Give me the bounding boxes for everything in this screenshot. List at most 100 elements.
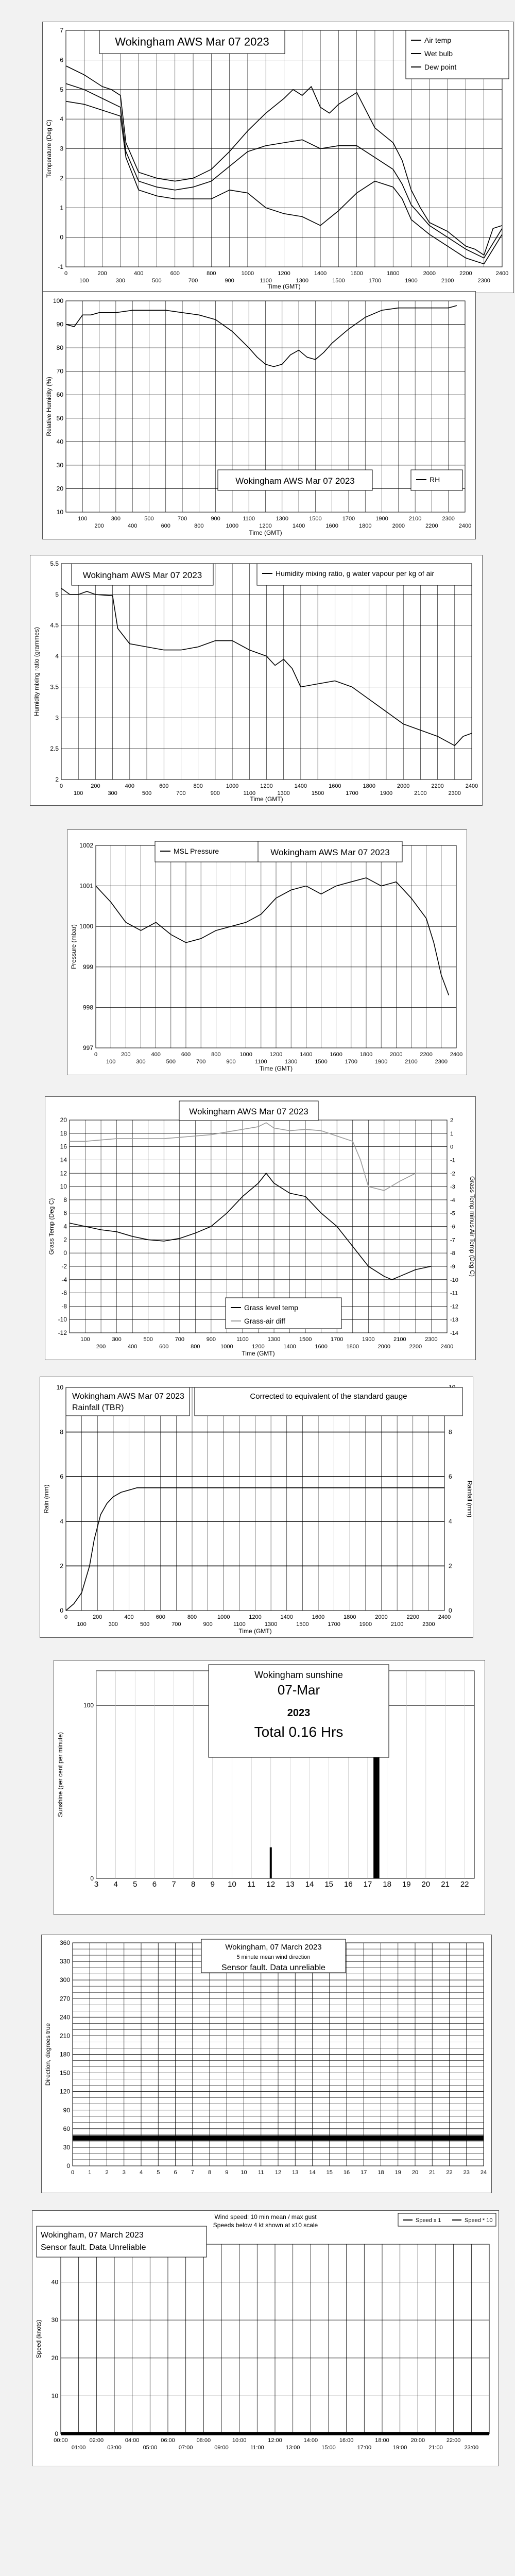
x-tick-label: 03:00: [107, 2445, 122, 2451]
x-tick-label: 1600: [315, 1344, 327, 1350]
x-tick-label: 2100: [393, 1336, 406, 1343]
y-axis-label: Grass Temp (Deg C): [48, 1198, 55, 1255]
x-tick-label: 0: [64, 1614, 67, 1620]
x-tick-label: 2400: [496, 270, 508, 277]
x-tick-label: 1900: [375, 1059, 387, 1065]
y-tick-label: 360: [60, 1939, 70, 1946]
x-tick-label: 10: [228, 1880, 236, 1889]
x-tick-label: 7: [171, 1880, 176, 1889]
y-tick-label: 100: [53, 297, 63, 304]
x-tick-label: 17: [364, 1880, 372, 1889]
x-tick-label: 200: [96, 1344, 106, 1350]
y-axis-label: Relative Humidity (%): [45, 377, 53, 436]
x-tick-label: 2200: [431, 783, 443, 789]
x-tick-label: 1700: [345, 1059, 357, 1065]
chart-year: 2023: [287, 1707, 311, 1719]
x-tick-label: 2000: [390, 1052, 402, 1058]
x-tick-label: 2000: [397, 783, 409, 789]
y-tick-label: 4.5: [50, 622, 59, 629]
x-tick-label: 2000: [378, 1344, 390, 1350]
x-tick-label: 1300: [276, 516, 288, 522]
y-tick-label: 20: [60, 1116, 67, 1124]
y2-tick-label: -14: [450, 1330, 458, 1336]
legend-entry: Grass level temp: [244, 1303, 298, 1312]
x-tick-label: 400: [124, 1614, 133, 1620]
x-tick-label: 2400: [466, 783, 478, 789]
x-tick-label: 1800: [360, 1052, 372, 1058]
y-tick-label: -12: [58, 1329, 67, 1336]
x-tick-label: 04:00: [125, 2437, 140, 2444]
x-tick-label: 1200: [249, 1614, 261, 1620]
x-tick-label: 10: [241, 2170, 247, 2176]
x-tick-label: 8: [208, 2170, 211, 2176]
chart-header-line2: Speeds below 4 kt shown at x10 scale: [213, 2222, 318, 2229]
x-tick-label: 1200: [252, 1344, 264, 1350]
x-tick-label: 12:00: [268, 2437, 282, 2444]
series-line-1: [65, 305, 457, 367]
y-tick-label: -8: [61, 1302, 67, 1310]
y2-tick-label: -4: [450, 1197, 455, 1204]
x-tick-label: 1500: [332, 278, 345, 284]
y-tick-label: 0: [63, 1249, 67, 1257]
y2-axis-label: Rainfall (mm): [466, 1481, 473, 1517]
x-tick-label: 1300: [277, 790, 289, 796]
chart-title: Wokingham, 07 March 2023: [225, 1943, 321, 1952]
legend-entry: Dew point: [424, 63, 456, 71]
title-box: [99, 30, 285, 54]
chart-5: -12-10-8-6-4-202468101214161820-14-13-12…: [45, 1096, 476, 1360]
x-tick-label: 700: [196, 1059, 205, 1065]
x-tick-label: 20: [412, 2170, 418, 2176]
x-tick-label: 100: [79, 278, 89, 284]
y-tick-label: -6: [61, 1290, 67, 1297]
y-tick-label: 2.5: [50, 745, 59, 752]
title-box: [179, 1100, 319, 1121]
x-axis-label: Time (GMT): [242, 1350, 274, 1357]
y2-tick-label: 2: [450, 1117, 453, 1124]
y-tick-label: 40: [57, 438, 64, 445]
series-line-1: [69, 1173, 432, 1280]
x-tick-label: 300: [109, 1621, 118, 1628]
y-tick-label: -1: [58, 263, 63, 270]
y-tick-label: 7: [60, 27, 63, 34]
x-tick-label: 13: [286, 1880, 295, 1889]
x-tick-label: 900: [211, 516, 220, 522]
y-tick-label: -4: [61, 1276, 67, 1283]
chart-total: Total 0.16 Hrs: [254, 1724, 344, 1740]
title-box: [258, 841, 403, 862]
x-tick-label: 500: [166, 1059, 176, 1065]
y-axis-label: Pressure (mbar): [70, 924, 77, 969]
x-tick-label: 1600: [330, 1052, 342, 1058]
x-tick-label: 400: [128, 1344, 137, 1350]
x-tick-label: 500: [144, 1336, 153, 1343]
x-tick-label: 1600: [312, 1614, 324, 1620]
y-tick-label: 4: [55, 653, 59, 660]
x-tick-label: 21: [441, 1880, 450, 1889]
y-tick-label: 60: [63, 2125, 71, 2132]
x-tick-label: 2200: [425, 523, 438, 529]
chart-6: 0246810024681001002003004005006007008009…: [40, 1377, 473, 1638]
x-tick-label: 16: [344, 2170, 350, 2176]
x-tick-label: 08:00: [197, 2437, 211, 2444]
x-tick-label: 12: [275, 2170, 281, 2176]
x-tick-label: 1100: [255, 1059, 267, 1065]
x-tick-label: 14:00: [304, 2437, 318, 2444]
y-tick-label: -2: [61, 1263, 67, 1270]
y2-tick-label: -5: [450, 1211, 455, 1217]
x-tick-label: 23:00: [465, 2445, 479, 2451]
series-line-1: [95, 877, 450, 996]
y-tick-label: 1: [60, 204, 63, 211]
x-tick-label: 2200: [407, 1614, 419, 1620]
x-tick-label: 1700: [369, 278, 381, 284]
x-tick-label: 1000: [226, 783, 238, 789]
x-tick-label: 1100: [233, 1621, 246, 1628]
x-tick-label: 1000: [226, 523, 238, 529]
x-tick-label: 2000: [375, 1614, 387, 1620]
chart-2: 10 20 30 40 50 60 70 80 90 100 100 200 300 400 500 600 7…: [42, 291, 476, 539]
x-tick-label: 17:00: [357, 2445, 372, 2451]
x-tick-label: 200: [93, 1614, 102, 1620]
x-tick-label: 1200: [278, 270, 290, 277]
y-tick-label: 3: [60, 145, 63, 152]
y2-tick-label: 2: [449, 1562, 452, 1569]
legend-entry: MSL Pressure: [174, 847, 219, 855]
